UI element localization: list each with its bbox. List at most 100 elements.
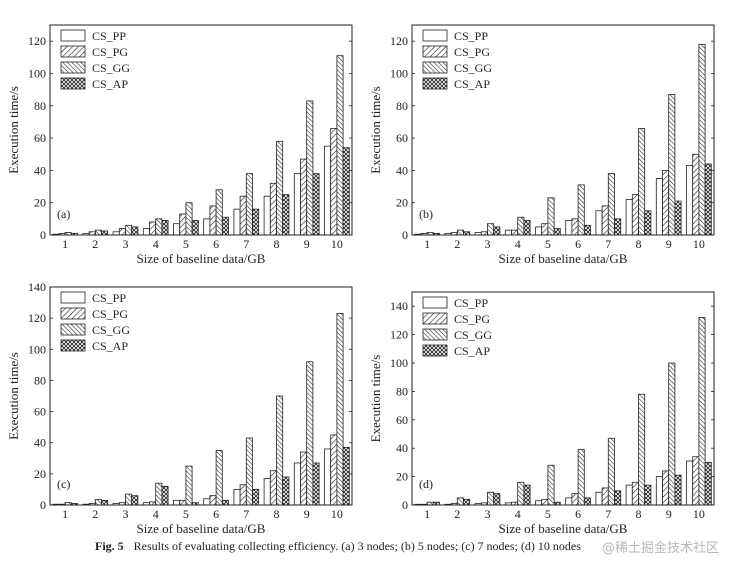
- bar-cs-pp-6: [565, 220, 573, 236]
- bar-cs-gg-4: [155, 482, 163, 506]
- bar-cs-gg-2: [94, 499, 102, 506]
- bar-cs-pp-7: [233, 489, 241, 506]
- bar-cs-gg-6: [577, 449, 585, 506]
- bar-cs-gg-4: [517, 481, 525, 506]
- watermark-text: @稀土掘金技术社区: [602, 541, 720, 556]
- y-tick-label: 120: [390, 328, 408, 342]
- x-tick-label: 9: [304, 507, 310, 521]
- figure-caption: Fig. 5 Results of evaluating collecting e…: [95, 539, 695, 554]
- x-tick-label: 8: [636, 507, 642, 521]
- bar-cs-pg-10: [330, 434, 338, 506]
- y-tick-label: 120: [390, 34, 408, 48]
- legend: CS_PP CS_PG CS_GG CS_AP: [60, 29, 130, 91]
- legend-label-cs-gg: CS_GG: [454, 61, 492, 75]
- bar-cs-ap-2: [463, 498, 471, 506]
- y-axis-label: Execution time/s: [368, 355, 383, 443]
- bar-cs-pg-4: [511, 229, 519, 236]
- legend-swatch-cs-pp: [422, 296, 448, 309]
- y-tick-label: 80: [396, 384, 408, 398]
- y-tick-label: 40: [34, 163, 46, 177]
- bar-cs-ap-7: [252, 489, 260, 506]
- legend-label-cs-pg: CS_PG: [92, 45, 128, 59]
- panel-label: (c): [57, 477, 70, 491]
- bar-cs-pp-10: [686, 460, 694, 506]
- bar-cs-gg-10: [698, 43, 706, 236]
- plot-frame: [49, 286, 353, 506]
- bar-cs-pg-7: [239, 484, 247, 506]
- bar-cs-pg-10: [692, 153, 700, 236]
- legend-label-cs-pp: CS_PP: [92, 291, 126, 305]
- bar-cs-pp-9: [293, 462, 301, 506]
- bar-cs-gg-5: [547, 197, 555, 236]
- y-tick-label: 80: [34, 373, 46, 387]
- bar-cs-pp-4: [142, 228, 150, 236]
- legend-swatch-cs-gg: [60, 323, 86, 336]
- x-tick-label: 1: [424, 507, 430, 521]
- legend-swatch-cs-pg: [60, 45, 86, 58]
- x-tick-label: 2: [454, 507, 460, 521]
- bar-cs-gg-3: [487, 223, 495, 236]
- legend-label-cs-pp: CS_PP: [454, 29, 488, 43]
- bar-cs-gg-4: [517, 216, 525, 236]
- bar-cs-gg-6: [215, 189, 223, 236]
- y-tick-label: 120: [28, 311, 46, 325]
- bar-cs-pg-8: [269, 182, 277, 236]
- x-axis-label: Size of baseline data/GB: [499, 521, 628, 536]
- x-axis-label: Size of baseline data/GB: [499, 251, 628, 266]
- x-tick-label: 4: [153, 507, 159, 521]
- legend-swatch-cs-pp: [60, 291, 86, 304]
- x-tick-label: 7: [243, 507, 249, 521]
- bar-cs-gg-6: [215, 450, 223, 506]
- bar-cs-ap-10: [704, 461, 712, 506]
- x-tick-label: 10: [693, 237, 705, 251]
- y-tick-label: 60: [34, 405, 46, 419]
- bar-cs-pg-3: [118, 228, 126, 236]
- legend-label-cs-gg: CS_GG: [92, 323, 130, 337]
- bar-cs-ap-5: [191, 220, 199, 236]
- bar-cs-pp-8: [625, 484, 633, 506]
- bar-cs-gg-7: [245, 437, 253, 506]
- bar-cs-gg-4: [155, 218, 163, 236]
- bar-cs-pg-5: [179, 499, 187, 506]
- x-tick-label: 1: [424, 237, 430, 251]
- bar-cs-ap-3: [131, 226, 139, 236]
- bar-cs-pp-5: [173, 223, 181, 236]
- bar-cs-gg-8: [638, 393, 646, 506]
- x-axis-label: Size of baseline data/GB: [137, 521, 266, 536]
- bar-cs-ap-7: [614, 490, 622, 506]
- plot-frame: [411, 24, 715, 236]
- caption-text: Results of evaluating collecting efficie…: [133, 539, 581, 553]
- bar-cs-gg-5: [185, 202, 193, 236]
- bar-cs-gg-7: [245, 173, 253, 236]
- bar-cs-gg-6: [577, 184, 585, 236]
- bar-cs-gg-3: [125, 224, 133, 236]
- legend-swatch-cs-ap: [60, 339, 86, 352]
- panel-label: (d): [419, 477, 433, 491]
- legend-label-cs-gg: CS_GG: [92, 61, 130, 75]
- bar-cs-ap-4: [161, 485, 169, 506]
- y-tick-label: 60: [34, 131, 46, 145]
- x-tick-label: 10: [331, 237, 343, 251]
- legend-swatch-cs-ap: [422, 77, 448, 90]
- bar-cs-ap-2: [101, 230, 109, 236]
- x-tick-label: 9: [666, 237, 672, 251]
- bar-cs-gg-8: [638, 127, 646, 236]
- legend-label-cs-gg: CS_GG: [454, 328, 492, 342]
- y-tick-label: 80: [34, 99, 46, 113]
- bar-cs-pp-8: [263, 478, 271, 506]
- y-tick-label: 140: [390, 299, 408, 313]
- x-tick-label: 3: [485, 237, 491, 251]
- legend-label-cs-ap: CS_AP: [454, 77, 490, 91]
- bar-cs-pg-8: [631, 194, 639, 236]
- bar-cs-ap-3: [131, 495, 139, 506]
- bar-cs-ap-3: [493, 493, 501, 506]
- x-tick-label: 10: [331, 507, 343, 521]
- legend-swatch-cs-pg: [422, 312, 448, 325]
- bar-cs-gg-2: [456, 497, 464, 506]
- bar-cs-pp-7: [595, 210, 603, 236]
- bar-cs-pg-6: [209, 205, 217, 236]
- x-tick-label: 5: [183, 507, 189, 521]
- bar-cs-gg-5: [185, 465, 193, 506]
